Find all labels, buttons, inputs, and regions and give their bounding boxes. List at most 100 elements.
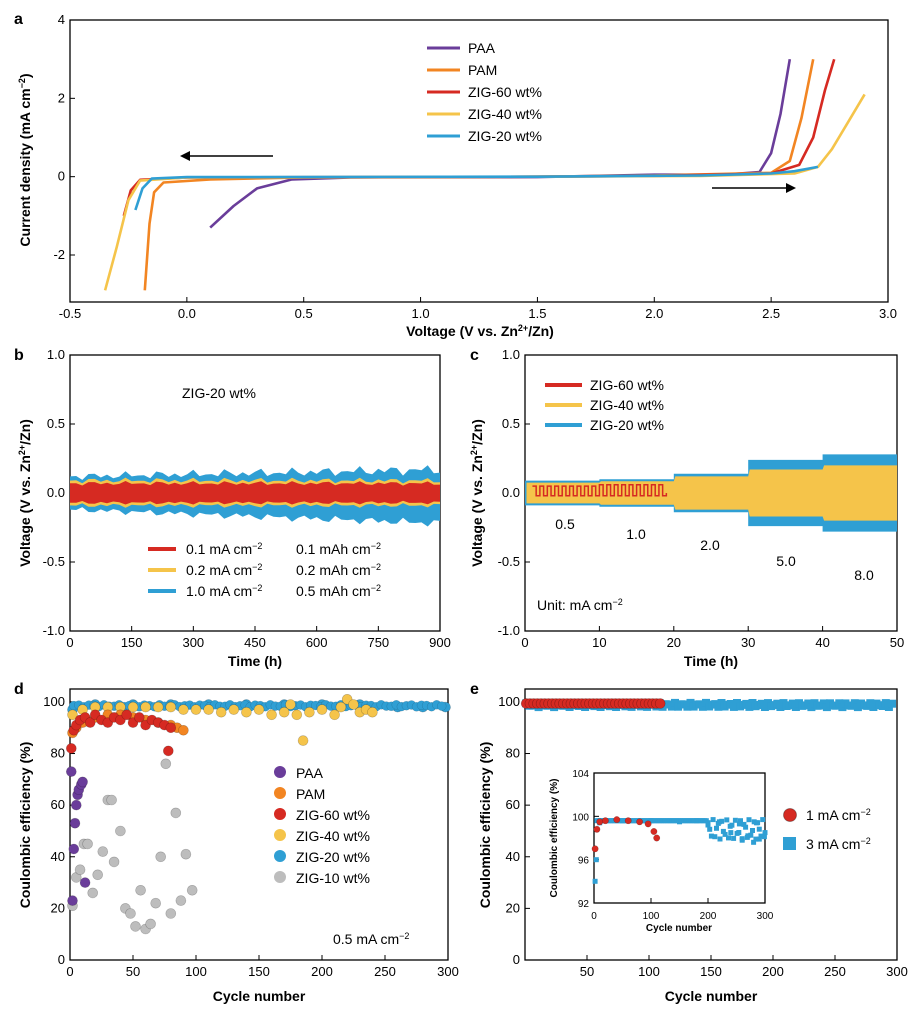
legend-label: ZIG-40 wt% <box>590 397 664 413</box>
inset-marker-3mA <box>724 817 730 823</box>
panel-e-inset: 0 100 200 300 92 96 100 104 <box>572 769 773 922</box>
inset-marker-3mA <box>750 828 755 833</box>
legend-label: ZIG-40 wt% <box>296 828 370 844</box>
inset-marker-3mA <box>743 824 749 830</box>
panel-b-annotation: ZIG-20 wt% <box>182 385 256 401</box>
inset-marker-3mA <box>728 830 734 836</box>
panel-c-xtick-label: 40 <box>815 635 829 650</box>
legend-marker-PAM <box>274 787 286 799</box>
panel-d: 0 50 100 150 200 250 300 0 20 40 60 80 100 PAA PAM ZIG-… <box>43 688 459 979</box>
panel-d-xtick-label: 150 <box>248 964 270 979</box>
inset-marker-3mA <box>714 825 719 831</box>
panel-b-xtick-label: 300 <box>182 635 204 650</box>
inset-marker-1mA <box>601 817 609 825</box>
rate-label: 5.0 <box>776 553 796 569</box>
panel-b-xtick-label: 750 <box>367 635 389 650</box>
panel-c-xtick-label: 0 <box>521 635 528 650</box>
panel-e-inset-ytick-label: 92 <box>578 899 590 910</box>
legend-rate: 0.1 mA cm−2 <box>186 541 262 557</box>
marker-ZIG10 <box>150 897 161 909</box>
panel-c-ylabel: Voltage (V vs. Zn2+/Zn) <box>469 419 485 567</box>
panel-b-ytick-label: 0.0 <box>47 485 65 500</box>
marker-ZIG40 <box>348 699 359 710</box>
panel-a-ytick-label: 2 <box>58 90 65 105</box>
panel-b-xtick-label: 600 <box>306 635 328 650</box>
marker-ZIG10 <box>155 851 166 863</box>
series-line-ZIG60 <box>532 483 668 497</box>
marker-PAM <box>178 724 189 736</box>
marker-PAA <box>71 799 82 811</box>
panel-a: -0.5 0.0 0.5 1.0 1.5 2.0 2.5 3.0 -2 0 2 4 PAA PAM ZIG-… <box>53 12 897 321</box>
panel-c-ytick-label: 0.0 <box>502 485 520 500</box>
panel-a-xtick-label: 0.0 <box>178 306 196 321</box>
panel-c-xtick-label: 10 <box>592 635 606 650</box>
marker-ZIG60 <box>134 712 145 723</box>
legend-label: 3 mA cm−2 <box>806 836 871 852</box>
inset-marker-3mA <box>755 820 761 826</box>
panel-a-ytick-label: -2 <box>53 247 65 262</box>
marker-ZIG10 <box>97 846 109 857</box>
marker-ZIG40 <box>165 701 177 713</box>
panel-e: 50 100 150 200 250 300 0 20 40 60 80 100 1 mA cm−2 3 … <box>498 688 908 979</box>
panel-a-ytick-label: 0 <box>58 169 65 184</box>
marker-ZIG40 <box>178 704 189 715</box>
marker-ZIG40 <box>266 709 277 721</box>
inset-marker-3mA <box>726 835 731 841</box>
panel-a-xlabel: Voltage (V vs. Zn2+/Zn) <box>406 323 554 339</box>
panel-e-ytick-label: 20 <box>506 900 520 915</box>
inset-marker-1mA <box>624 817 632 825</box>
marker-PAA <box>67 895 78 906</box>
inset-marker-3mA <box>731 835 737 841</box>
panel-e-inset-ytick-label: 104 <box>572 769 589 780</box>
inset-marker-3mA <box>710 817 716 823</box>
band-ZIG40 <box>526 465 897 521</box>
legend-marker-ZIG60 <box>274 808 286 820</box>
panel-d-frame <box>69 688 449 961</box>
inset-marker-3mA <box>708 833 714 839</box>
marker-ZIG60 <box>163 745 174 757</box>
arrow-right-head <box>786 183 796 193</box>
marker-ZIG40 <box>304 706 315 718</box>
panel-e-ytick-label: 0 <box>513 952 520 967</box>
legend-capacity: 0.1 mAh cm−2 <box>296 541 381 557</box>
marker-ZIG10 <box>115 825 126 837</box>
panel-c-ytick-label: 1.0 <box>502 347 520 362</box>
panel-d-ytick-label: 40 <box>51 849 65 864</box>
panel-d-xtick-label: 50 <box>126 964 140 979</box>
inset-marker-1mA <box>644 820 652 828</box>
marker-ZIG40 <box>329 709 340 721</box>
marker-ZIG40 <box>140 701 151 713</box>
panel-a-xtick-label: -0.5 <box>59 306 81 321</box>
panel-label-d: d <box>14 681 24 698</box>
marker-ZIG40 <box>67 709 78 721</box>
legend-label: ZIG-60 wt% <box>296 807 370 823</box>
legend-label: PAA <box>468 40 496 56</box>
panel-b-ytick-label: -0.5 <box>43 554 65 569</box>
marker-ZIG10 <box>125 908 136 919</box>
panel-b-ylabel: Voltage (V vs. Zn2+/Zn) <box>17 419 33 567</box>
marker-ZIG10 <box>165 908 177 919</box>
panel-label-e: e <box>470 681 479 698</box>
panel-d-xlabel: Cycle number <box>213 988 306 1004</box>
inset-marker-1mA <box>636 818 644 826</box>
inset-marker-3mA <box>736 830 742 835</box>
inset-marker-3mA <box>707 826 713 832</box>
panel-e-xtick-label: 300 <box>886 964 908 979</box>
marker-ZIG10 <box>74 864 86 876</box>
panel-a-xtick-label: 1.0 <box>412 306 430 321</box>
panel-b-ytick-label: -1.0 <box>43 623 65 638</box>
marker-ZIG40 <box>253 704 265 715</box>
arrow-left-head <box>180 151 190 161</box>
panel-e-inset-xlabel: Cycle number <box>646 923 712 934</box>
rate-label: 2.0 <box>700 537 720 553</box>
panel-label-b: b <box>14 347 24 364</box>
legend-marker-ZIG20 <box>274 850 286 862</box>
marker-ZIG40 <box>291 709 303 721</box>
panel-c-ytick-label: -0.5 <box>498 554 520 569</box>
inset-marker-3mA <box>751 839 757 845</box>
panel-d-annotation: 0.5 mA cm−2 <box>333 931 409 947</box>
panel-e-inset-xtick-label: 200 <box>700 911 717 922</box>
marker-ZIG10 <box>145 918 156 930</box>
legend-marker-ZIG40 <box>274 829 286 841</box>
panel-c-ytick-label: 0.5 <box>502 416 520 431</box>
